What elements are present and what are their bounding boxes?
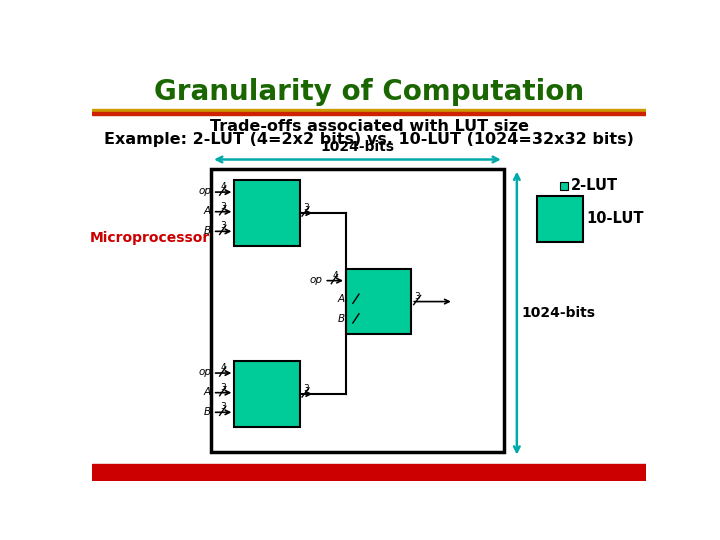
- Text: 3: 3: [220, 202, 226, 211]
- Text: 3: 3: [303, 384, 309, 393]
- Text: op: op: [310, 275, 323, 285]
- Bar: [560, 182, 567, 190]
- Text: 1024-bits: 1024-bits: [320, 140, 395, 154]
- Text: B: B: [204, 407, 211, 416]
- Text: 4: 4: [220, 182, 226, 191]
- Text: op: op: [198, 367, 211, 377]
- Text: Trade-offs associated with LUT size: Trade-offs associated with LUT size: [210, 119, 528, 134]
- Bar: [211, 168, 504, 452]
- Text: 3: 3: [220, 221, 226, 231]
- Text: 3: 3: [303, 203, 309, 212]
- Text: 3: 3: [354, 310, 359, 319]
- Text: 2-LUT: 2-LUT: [571, 178, 618, 193]
- Bar: [234, 180, 300, 246]
- Text: 4: 4: [220, 363, 226, 372]
- Bar: [537, 195, 583, 242]
- Text: 3: 3: [415, 292, 420, 301]
- Text: B: B: [337, 314, 344, 324]
- Text: A: A: [204, 206, 211, 216]
- Bar: [92, 109, 647, 112]
- Text: Microprocessor: Microprocessor: [89, 231, 210, 245]
- Text: 3: 3: [220, 383, 226, 392]
- Text: op: op: [198, 186, 211, 197]
- Text: 1024-bits: 1024-bits: [521, 306, 595, 320]
- Text: A: A: [204, 387, 211, 397]
- Text: Iowa State University: Iowa State University: [512, 468, 631, 477]
- Bar: [92, 464, 647, 481]
- Text: 3: 3: [220, 402, 226, 411]
- Text: 3: 3: [354, 291, 359, 299]
- Text: 23 -  CPRE  583 (Reconfigurable Computing):  Reconfigurable Computing Hardware: 23 - CPRE 583 (Reconfigurable Computing)…: [98, 467, 624, 477]
- Bar: [92, 112, 647, 115]
- Text: Example: 2-LUT (4=2x2 bits) vs. 10-LUT (1024=32x32 bits): Example: 2-LUT (4=2x2 bits) vs. 10-LUT (…: [104, 132, 634, 147]
- Bar: [346, 269, 411, 334]
- Text: 4: 4: [333, 271, 338, 280]
- Text: B: B: [204, 226, 211, 235]
- Bar: [234, 361, 300, 427]
- Text: A: A: [337, 294, 344, 305]
- Text: 10-LUT: 10-LUT: [586, 211, 644, 226]
- Text: Granularity of Computation: Granularity of Computation: [154, 78, 584, 106]
